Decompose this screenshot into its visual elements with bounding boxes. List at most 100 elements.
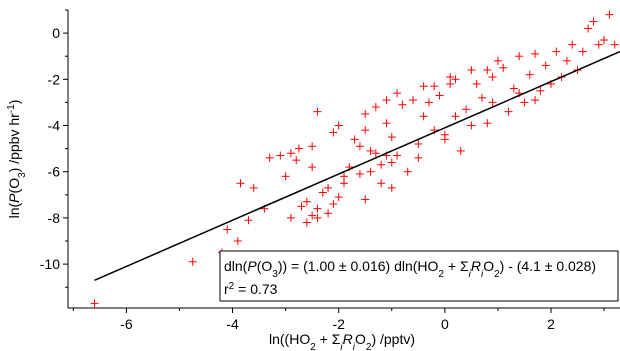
data-point: [610, 40, 619, 49]
y-tick-label: -2: [48, 71, 61, 87]
data-point: [541, 61, 550, 70]
data-point: [584, 24, 593, 33]
data-point: [515, 52, 524, 61]
y-tick-label: -10: [40, 256, 60, 272]
data-point: [355, 170, 364, 179]
data-point: [478, 93, 486, 102]
data-point: [361, 195, 370, 204]
data-point: [334, 193, 343, 202]
data-point: [361, 109, 370, 118]
data-point: [281, 172, 290, 181]
data-point: [525, 70, 534, 79]
data-point: [403, 167, 412, 176]
x-tick-label: 2: [547, 316, 555, 332]
data-point: [483, 66, 492, 75]
data-point: [377, 179, 386, 188]
data-point: [382, 119, 391, 128]
y-tick-label: -8: [48, 210, 61, 226]
data-point: [467, 66, 476, 75]
data-point: [414, 153, 423, 162]
data-point: [355, 142, 364, 151]
data-point: [308, 211, 317, 220]
annotation-frame: [219, 250, 619, 302]
data-point: [302, 218, 311, 227]
data-point: [600, 36, 609, 45]
x-tick-label: 0: [441, 316, 449, 332]
data-point: [451, 112, 460, 121]
data-point: [371, 103, 380, 112]
data-point: [294, 144, 303, 153]
data-point: [382, 96, 391, 105]
data-point: [552, 47, 561, 56]
data-point: [387, 133, 396, 142]
y-ticks: 0 -2 -4 -6 -8 -10: [40, 9, 68, 288]
data-point: [329, 200, 338, 209]
data-point: [324, 209, 333, 218]
data-point: [536, 86, 545, 95]
x-tick-label: -6: [120, 316, 133, 332]
data-point: [456, 146, 465, 155]
y-tick-label: -4: [48, 118, 61, 134]
data-point: [265, 153, 274, 162]
data-point: [414, 139, 423, 148]
data-point: [467, 121, 476, 130]
data-point: [472, 79, 481, 88]
x-tick-label: -2: [332, 316, 345, 332]
data-point: [313, 213, 322, 222]
data-point: [393, 89, 402, 98]
data-point: [387, 158, 396, 167]
data-point: [249, 183, 258, 192]
fit-equation-box: dln(P(O3)) = (1.00 ± 0.016) dln(HO2 + Σi…: [219, 250, 619, 302]
data-point: [324, 183, 333, 192]
data-point: [223, 225, 232, 234]
data-point: [435, 91, 444, 100]
data-point: [531, 49, 540, 58]
data-point: [531, 96, 540, 105]
data-point: [446, 72, 455, 81]
y-tick-label: 0: [52, 25, 60, 41]
data-point: [488, 72, 497, 81]
data-point: [329, 128, 338, 137]
data-point: [419, 112, 428, 121]
data-point: [504, 107, 513, 116]
x-tick-label: -4: [226, 316, 239, 332]
data-point: [318, 188, 327, 197]
data-point: [377, 160, 386, 169]
data-point: [308, 163, 317, 172]
data-point: [233, 237, 242, 246]
data-point: [350, 135, 359, 144]
data-point: [371, 149, 380, 158]
data-point: [340, 172, 348, 181]
data-point: [568, 40, 577, 49]
data-point: [424, 98, 433, 107]
data-point: [398, 100, 407, 109]
data-point: [366, 146, 375, 155]
data-point: [499, 63, 508, 72]
data-point: [393, 151, 402, 160]
data-point: [430, 82, 439, 91]
data-point: [409, 96, 417, 105]
data-point: [297, 202, 306, 211]
r-squared-text: r2 = 0.73: [224, 281, 278, 298]
fit-equation-text: dln(P(O3)) = (1.00 ± 0.016) dln(HO2 + Σi…: [224, 258, 596, 280]
data-point: [286, 149, 295, 158]
data-point: [236, 179, 245, 188]
data-point: [520, 98, 529, 107]
data-point: [419, 82, 428, 91]
data-point: [286, 213, 295, 222]
data-point: [589, 17, 598, 26]
data-point: [188, 257, 197, 266]
data-point: [451, 75, 460, 84]
data-point: [308, 142, 317, 151]
data-point: [244, 216, 253, 225]
y-tick-label: -6: [48, 164, 61, 180]
data-point: [387, 183, 396, 192]
data-point: [493, 56, 502, 65]
data-point: [334, 121, 343, 130]
data-point: [90, 299, 99, 308]
data-point: [302, 197, 311, 206]
x-ticks: -6 -4 -2 0 2: [72, 308, 605, 332]
x-axis-label: ln((HO2 + ΣiRiO2) /pptv): [269, 331, 415, 351]
data-point: [462, 105, 471, 114]
y-axis-label: ln(P(O3) /ppbv hr-1): [6, 100, 28, 219]
